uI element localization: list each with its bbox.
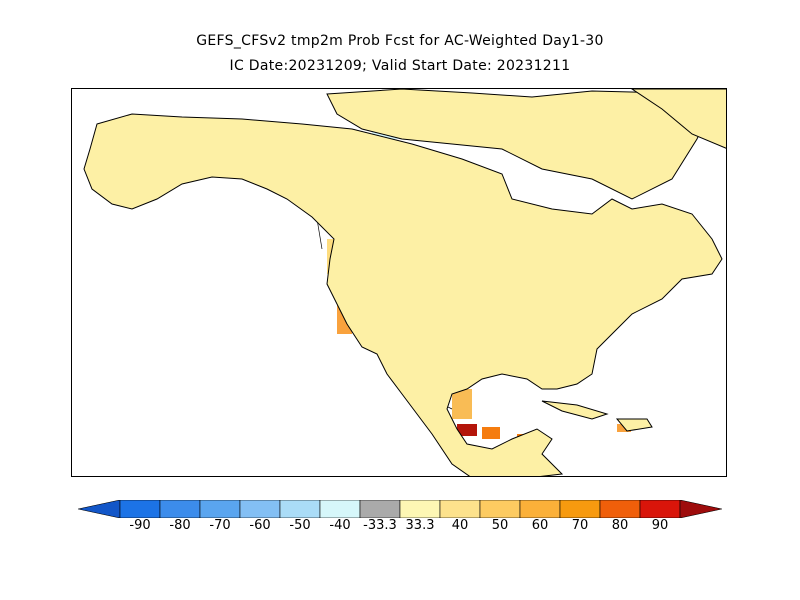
- coastlines: [83, 89, 726, 476]
- colorbar-label: -90: [129, 518, 151, 533]
- colorbar-segment: [159, 499, 201, 519]
- colorbar-segment: [519, 499, 561, 519]
- colorbar-label: 33.3: [405, 518, 435, 533]
- colorbar-segment: [239, 499, 281, 519]
- colorbar-segment: [319, 499, 361, 519]
- colorbar: [77, 499, 723, 519]
- colorbar-segment: [559, 499, 601, 519]
- colorbar-label: 90: [651, 518, 669, 533]
- colorbar-segment: [199, 499, 241, 519]
- colorbar-label: -60: [249, 518, 271, 533]
- colorbar-arrow-left: [77, 499, 121, 519]
- colorbar-label: 40: [451, 518, 469, 533]
- colorbar-segment: [639, 499, 681, 519]
- colorbar-segment: [119, 499, 161, 519]
- colorbar-arrow-right: [679, 499, 723, 519]
- colorbar-segment: [599, 499, 641, 519]
- colorbar-label: 50: [491, 518, 509, 533]
- colorbar-label: -80: [169, 518, 191, 533]
- colorbar-label: 60: [531, 518, 549, 533]
- gulf-of-mexico: [467, 374, 542, 409]
- chart-title: GEFS_CFSv2 tmp2m Prob Fcst for AC-Weight…: [196, 33, 604, 49]
- colorbar-label: 70: [571, 518, 589, 533]
- warm-patch: [452, 389, 472, 419]
- colorbar-label: -50: [289, 518, 311, 533]
- warm-patch: [482, 427, 500, 439]
- warm-patch: [457, 424, 477, 436]
- colorbar-segment: [399, 499, 441, 519]
- colorbar-segment: [359, 499, 401, 519]
- colorbar-label: -33.3: [363, 518, 397, 533]
- colorbar-label: 80: [611, 518, 629, 533]
- forecast-map: [71, 88, 727, 477]
- colorbar-label: -70: [209, 518, 231, 533]
- colorbar-label: -40: [329, 518, 351, 533]
- colorbar-segment: [479, 499, 521, 519]
- colorbar-segment: [439, 499, 481, 519]
- colorbar-segment: [279, 499, 321, 519]
- chart-subtitle: IC Date:20231209; Valid Start Date: 2023…: [229, 58, 571, 74]
- colorbar-svg: [77, 499, 723, 519]
